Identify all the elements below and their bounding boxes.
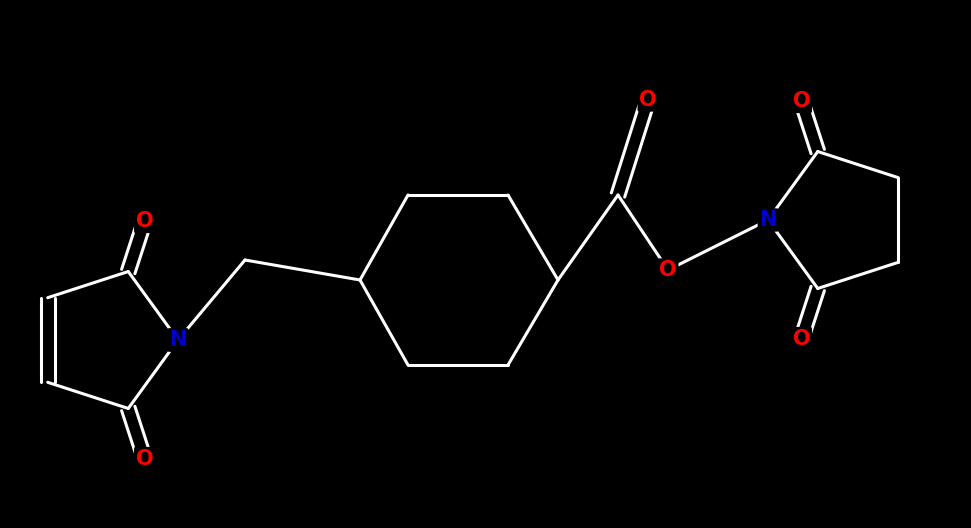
Text: O: O [136, 211, 153, 231]
Text: O: O [136, 449, 153, 468]
Text: O: O [792, 328, 810, 348]
Text: O: O [792, 91, 810, 111]
Text: N: N [759, 210, 777, 230]
Text: N: N [169, 330, 186, 350]
Text: O: O [639, 90, 656, 110]
Text: N: N [169, 330, 186, 350]
Text: O: O [659, 260, 677, 280]
